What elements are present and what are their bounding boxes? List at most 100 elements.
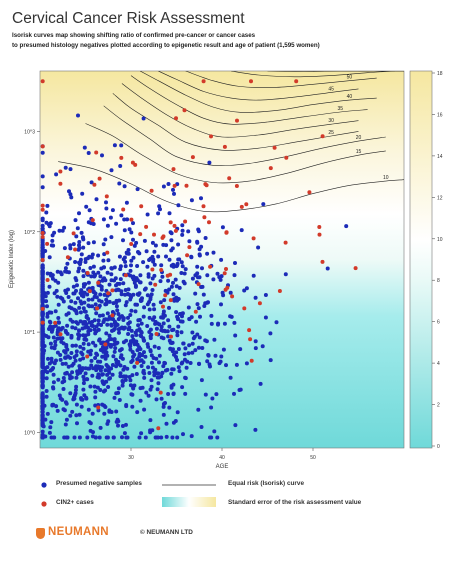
negative-sample-point [40, 370, 45, 375]
cin-case-point [239, 204, 244, 209]
negative-sample-point [97, 337, 102, 342]
negative-sample-point [128, 383, 133, 388]
cin-case-point [169, 334, 173, 339]
isorisk-curve-10 [58, 161, 404, 213]
negative-sample-point [114, 409, 119, 414]
negative-sample-point [206, 353, 211, 358]
negative-sample-point [66, 295, 71, 299]
negative-sample-point [104, 379, 109, 384]
curve-legend-label: Equal risk (Isorisk) curve [228, 480, 305, 487]
negative-sample-point [133, 309, 138, 314]
cin-case-point [248, 337, 253, 342]
subtitle-line-2: to presumed histology negatives plotted … [12, 42, 320, 49]
cin-case-point [40, 320, 45, 325]
negative-sample-point [135, 348, 140, 353]
negative-sample-point [107, 282, 112, 287]
negative-sample-point [196, 306, 201, 311]
negative-sample-point [106, 258, 111, 263]
negative-sample-point [233, 423, 238, 428]
negative-sample-point [258, 381, 263, 386]
cin-case-point [227, 176, 232, 181]
negative-sample-point [85, 435, 90, 440]
cin-case-point [307, 190, 312, 195]
negative-sample-point [81, 290, 86, 295]
negative-sample-point [75, 369, 80, 374]
negative-sample-point [147, 371, 152, 375]
negative-sample-point [91, 340, 95, 345]
negative-sample-point [97, 435, 102, 440]
isorisk-label-15: 15 [356, 149, 362, 155]
negative-sample-point [68, 391, 73, 396]
negative-sample-point [58, 295, 63, 300]
cin-case-point [159, 268, 164, 272]
negative-sample-point [89, 348, 93, 353]
negative-sample-point [146, 274, 151, 279]
negative-sample-point [166, 318, 171, 323]
negative-sample-point [146, 393, 151, 398]
negative-sample-point [43, 294, 48, 299]
negative-sample-point [214, 392, 219, 397]
negative-sample-point [136, 323, 141, 328]
negative-sample-point [69, 299, 74, 304]
cin-case-point [272, 145, 277, 150]
cin-case-point [222, 271, 227, 276]
negative-sample-point [77, 266, 82, 271]
negative-sample-point [150, 240, 155, 245]
negative-sample-point [85, 292, 90, 297]
negative-sample-point [102, 252, 107, 257]
negative-sample-point [163, 329, 168, 334]
negative-sample-point [98, 292, 103, 297]
negative-sample-point [125, 435, 130, 440]
negative-sample-point [64, 417, 69, 422]
negative-sample-point [111, 435, 116, 440]
negative-sample-point [61, 376, 66, 380]
y-tick-label-10: 10^1 [24, 330, 35, 336]
cin-case-point [257, 301, 262, 306]
negative-sample-point [43, 366, 48, 371]
negative-sample-point [167, 405, 172, 410]
isorisk-label-10: 10 [383, 175, 389, 181]
y-tick-label-100: 10^2 [24, 230, 35, 236]
negative-sample-point [195, 264, 200, 269]
negative-sample-point [132, 243, 137, 248]
negative-sample-point [52, 345, 57, 350]
negative-sample-point [139, 358, 144, 363]
cin-case-point [40, 144, 45, 149]
negative-sample-point [169, 371, 174, 376]
y-axis-label: Epigenetic Index (log) [9, 230, 15, 288]
negative-sample-point [167, 324, 172, 329]
negative-sample-point [130, 358, 135, 363]
isorisk-label-30: 30 [328, 118, 334, 124]
negative-sample-point [101, 319, 106, 324]
negative-sample-point [102, 411, 107, 416]
negative-sample-point [106, 365, 111, 370]
negative-sample-point [48, 341, 53, 346]
negative-sample-point [118, 277, 123, 282]
negative-sample-point [116, 390, 121, 395]
negative-sample-point [104, 302, 109, 307]
negative-sample-point [40, 410, 45, 414]
negative-sample-point [251, 273, 256, 278]
negative-sample-point [128, 378, 133, 383]
negative-sample-point [40, 294, 45, 299]
negative-sample-point [146, 365, 151, 370]
negative-sample-point [168, 346, 173, 351]
negative-sample-point [77, 328, 81, 333]
cin-case-point [94, 150, 99, 155]
cin-case-point [121, 207, 126, 212]
negative-sample-point [139, 431, 144, 436]
negative-sample-point [196, 345, 201, 350]
negative-sample-point [93, 302, 98, 307]
x-axis: 30 40 50 [128, 448, 316, 461]
negative-sample-point [76, 296, 80, 301]
negative-sample-point [100, 365, 104, 370]
negative-sample-point [174, 310, 179, 315]
negative-sample-point [183, 346, 188, 351]
negative-sample-point [131, 255, 136, 260]
negative-sample-point [79, 252, 84, 257]
negative-sample-point [136, 250, 140, 254]
cin-case-point [193, 309, 198, 314]
isorisk-curve-35 [130, 75, 368, 125]
negative-sample-point [77, 364, 82, 369]
negative-sample-point [70, 409, 75, 414]
